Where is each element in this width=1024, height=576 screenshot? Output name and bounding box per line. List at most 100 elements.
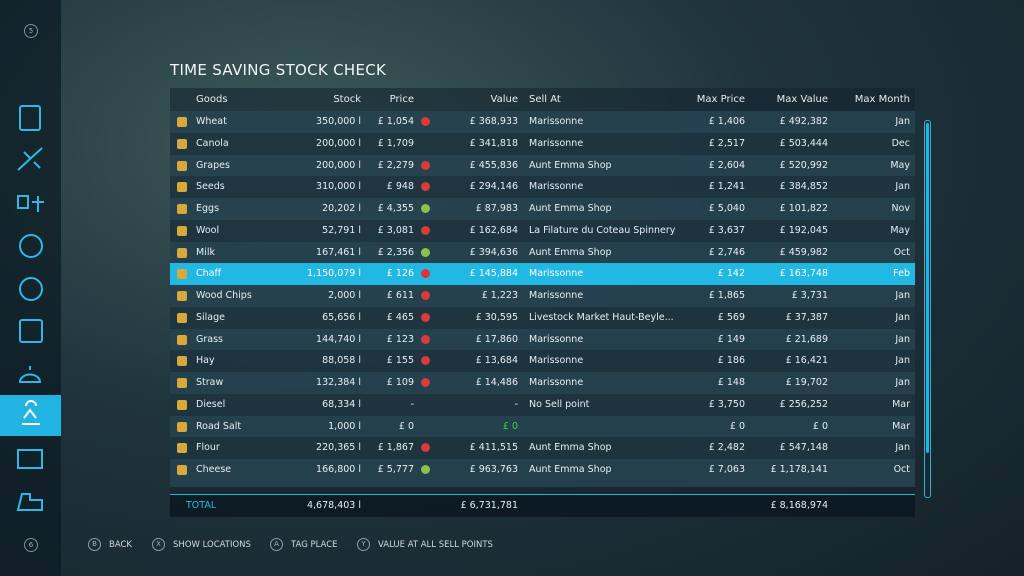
button-label[interactable]: TAG PLACE: [291, 540, 338, 550]
table-row[interactable]: Diesel 68,334 l - - No Sell point £ 3,750 £ 25…: [170, 393, 915, 416]
page-title: TIME SAVING STOCK CHECK: [170, 61, 387, 79]
cell-price: -: [410, 398, 414, 410]
icon-weather[interactable]: [18, 366, 42, 383]
icon-statistics[interactable]: [17, 449, 43, 469]
cell-sell-at: Marissonne: [529, 116, 584, 127]
cell-max-value: £ 16,421: [785, 355, 828, 367]
table-row[interactable]: Grapes 200,000 l £ 2,279 £ 455,836 Aunt Emma…: [170, 154, 915, 177]
trend-up: [421, 204, 430, 213]
table-row[interactable]: Wool 52,791 l £ 3,081 £ 162,684 La Filature …: [170, 219, 915, 242]
table-row[interactable]: Road Salt 1,000 l £ 0 £ 0 £ 0 £ 0 Mar: [170, 415, 915, 438]
table-row[interactable]: Eggs 20,202 l £ 4,355 £ 87,983 Aunt Emma Sho…: [170, 198, 915, 220]
table-row[interactable]: Chaff 1,150,079 l £ 126 £ 145,884 Marissonne…: [170, 263, 915, 285]
cell-sell-at: Marissonne: [529, 355, 584, 367]
icon-satellite[interactable]: [17, 147, 43, 171]
column-header: Max Price: [696, 94, 745, 105]
cell-max-value: £ 503,444: [779, 137, 828, 149]
table-row[interactable]: Wheat 350,000 l £ 1,054 £ 368,933 Marissonne…: [170, 111, 915, 133]
table-header: Goods Stock Price Value Sell At Max Price Max …: [170, 88, 915, 111]
cell-max-month: Oct: [893, 464, 910, 475]
cell-stock: 200,000 l: [316, 159, 361, 171]
cell-max-value: £ 101,822: [779, 203, 828, 214]
table-row[interactable]: Cheese 166,800 l £ 5,777 £ 963,763 Aunt Emma…: [170, 459, 915, 481]
icon-production[interactable]: [17, 195, 44, 212]
table-row[interactable]: Milk 167,461 l £ 2,356 £ 394,636 Aunt Emma S…: [170, 241, 915, 264]
button-label[interactable]: BACK: [109, 540, 133, 550]
trend-down: [421, 334, 430, 344]
icon-vehicles[interactable]: [19, 277, 43, 301]
table-row[interactable]: Straw 132,384 l £ 109 £ 14,486 Marissonne £ 1…: [170, 372, 915, 394]
table-row[interactable]: Hay 88,058 l £ 155 £ 13,684 Marissonne £ 186 £…: [170, 350, 915, 372]
cell-goods: Eggs: [196, 203, 220, 214]
cell-max-month: Jan: [895, 116, 910, 127]
cell-value: £ 14,486: [475, 377, 518, 388]
table-row[interactable]: Silage 65,656 l £ 465 £ 30,595 Livestock Mar…: [170, 306, 915, 329]
trend-down: [421, 117, 430, 126]
cell-goods: Grass: [196, 333, 223, 345]
goods-icon: [177, 465, 187, 475]
table-row[interactable]: Seeds 310,000 l £ 948 £ 294,146 Marissonne £ …: [170, 176, 915, 198]
cell-max-month: Jan: [895, 181, 910, 193]
nav-next-key[interactable]: 6: [24, 538, 38, 552]
cell-max-month: Oct: [893, 246, 910, 258]
goods-icon: [177, 269, 187, 280]
icon-calendar-list[interactable]: [19, 105, 41, 131]
cell-stock: 65,656 l: [322, 311, 361, 323]
action-button[interactable]: A TAG PLACE: [270, 538, 338, 552]
button-key[interactable]: Y: [357, 538, 370, 551]
table-row[interactable]: Flour 220,365 l £ 1,867 £ 411,515 Aunt Emma …: [170, 437, 915, 459]
goods-icon: [177, 312, 187, 323]
button-label[interactable]: VALUE AT ALL SELL POINTS: [378, 540, 493, 550]
cell-price: £ 126: [386, 268, 414, 280]
cell-price: £ 1,054: [377, 116, 414, 127]
cell-max-price: £ 148: [717, 377, 745, 388]
cell-max-value: £ 1,178,141: [770, 464, 828, 475]
column-header: Max Month: [854, 94, 910, 105]
column-header: Stock: [333, 94, 361, 105]
icon-prices[interactable]: [19, 234, 43, 258]
cell-price: £ 3,081: [377, 224, 414, 236]
button-key[interactable]: A: [270, 538, 283, 551]
cell-max-value: £ 21,689: [785, 333, 828, 345]
cell-price: £ 2,356: [377, 246, 414, 258]
cell-value: £ 87,983: [475, 203, 518, 214]
goods-icon: [177, 421, 187, 432]
table-row[interactable]: Grass 144,740 l £ 123 £ 17,860 Marissonne £ 1…: [170, 328, 915, 351]
cell-price: £ 2,279: [377, 159, 414, 171]
cell-stock: 1,000 l: [328, 420, 361, 432]
cell-goods: Cheese: [196, 464, 232, 475]
table-row[interactable]: Canola 200,000 l £ 1,709 £ 341,818 Marissonn…: [170, 132, 915, 155]
cell-max-month: Jan: [895, 377, 910, 388]
cell-goods: Wood Chips: [196, 290, 252, 301]
cell-value: £ 394,636: [469, 246, 518, 258]
icon-calendar[interactable]: [19, 319, 43, 343]
cell-goods: Diesel: [196, 398, 226, 410]
cell-sell-at: Aunt Emma Shop: [529, 442, 612, 454]
cell-max-price: £ 569: [717, 311, 745, 323]
table-row[interactable]: Wood Chips 2,000 l £ 611 £ 1,223 Marissonne £…: [170, 285, 915, 307]
cell-price: £ 948: [386, 181, 414, 193]
cell-max-price: £ 3,637: [708, 224, 745, 236]
action-button[interactable]: Y VALUE AT ALL SELL POINTS: [357, 538, 493, 552]
button-key[interactable]: B: [88, 538, 101, 551]
goods-icon: [177, 399, 187, 410]
trend-up: [421, 465, 430, 474]
button-label[interactable]: SHOW LOCATIONS: [173, 540, 251, 550]
cell-value: £ 1,223: [481, 290, 518, 301]
cell-goods: Flour: [196, 442, 220, 454]
cell-sell-at: No Sell point: [529, 398, 590, 410]
scrollbar-thumb[interactable]: [926, 123, 929, 453]
action-button[interactable]: B BACK: [88, 538, 132, 552]
button-key[interactable]: X: [152, 538, 165, 551]
cell-sell-at: Aunt Emma Shop: [529, 203, 612, 214]
cell-max-price: £ 5,040: [708, 203, 745, 214]
total-row: TOTAL 4,678,403 l £ 6,731,781 £ 8,168,974: [170, 494, 915, 517]
icon-garage[interactable]: [16, 493, 43, 511]
action-button[interactable]: X SHOW LOCATIONS: [152, 538, 251, 552]
cell-sell-at: Aunt Emma Shop: [529, 464, 612, 475]
scrollbar[interactable]: [924, 120, 931, 498]
nav-prev-key[interactable]: 5: [24, 24, 38, 38]
cell-max-month: Jan: [895, 311, 910, 323]
cell-goods: Grapes: [196, 159, 230, 171]
